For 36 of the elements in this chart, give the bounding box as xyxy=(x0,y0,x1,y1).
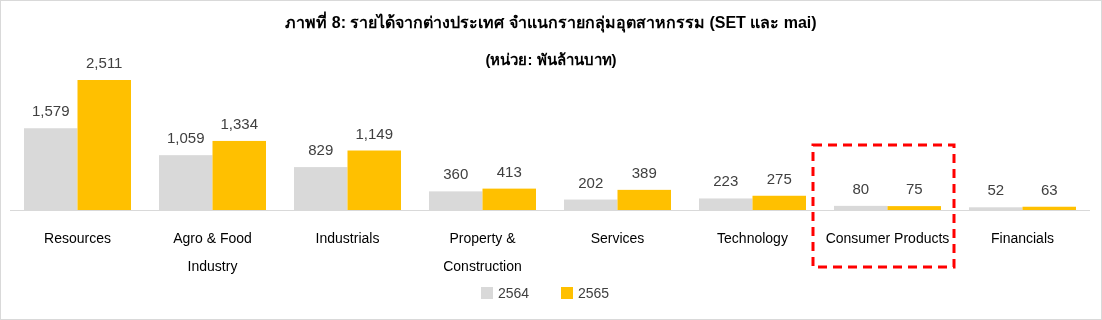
bar xyxy=(482,188,536,210)
legend-label: 2564 xyxy=(498,285,530,301)
x-tick-label: Consumer Products xyxy=(825,230,950,246)
chart-title: ภาพที่ 8: รายได้จากต่างประเทศ จำแนกรายกลุ่มอุตสาหกรรม (SET และ mai) xyxy=(285,11,817,33)
bar xyxy=(752,195,806,210)
data-label: 202 xyxy=(578,173,604,191)
x-tick-label: Technology xyxy=(717,230,788,246)
data-label: 1,059 xyxy=(166,129,205,147)
bar xyxy=(77,80,131,210)
data-label: 223 xyxy=(713,172,739,190)
bar xyxy=(347,150,401,210)
data-label: 2,511 xyxy=(86,54,123,71)
bar xyxy=(617,189,671,210)
data-label: 75 xyxy=(905,180,923,198)
data-label: 80 xyxy=(852,179,870,197)
chart-subtitle: (หน่วย: พันล้านบาท) xyxy=(485,51,617,68)
data-label: 829 xyxy=(308,141,334,159)
data-label: 1,334 xyxy=(220,114,259,132)
data-label: 1,149 xyxy=(355,124,394,142)
data-label: 1,579 xyxy=(31,102,70,120)
data-label: 413 xyxy=(496,162,522,180)
data-label: 275 xyxy=(766,169,792,187)
legend-label: 2565 xyxy=(578,285,610,301)
data-label: 389 xyxy=(631,163,657,181)
data-label: 360 xyxy=(443,165,469,183)
data-label: 52 xyxy=(987,181,1005,199)
x-tick-label: Agro & Food Industry xyxy=(173,230,252,274)
x-tick-label: Resources xyxy=(44,230,111,246)
bar xyxy=(1022,206,1076,210)
bar xyxy=(887,206,941,210)
x-tick-label: Property & Construction xyxy=(443,230,522,274)
x-tick-label: Services xyxy=(590,230,645,246)
data-label: 63 xyxy=(1040,180,1058,198)
bar xyxy=(212,140,266,210)
x-tick-label: Financials xyxy=(990,230,1055,246)
x-tick-label: Industrials xyxy=(315,230,380,246)
